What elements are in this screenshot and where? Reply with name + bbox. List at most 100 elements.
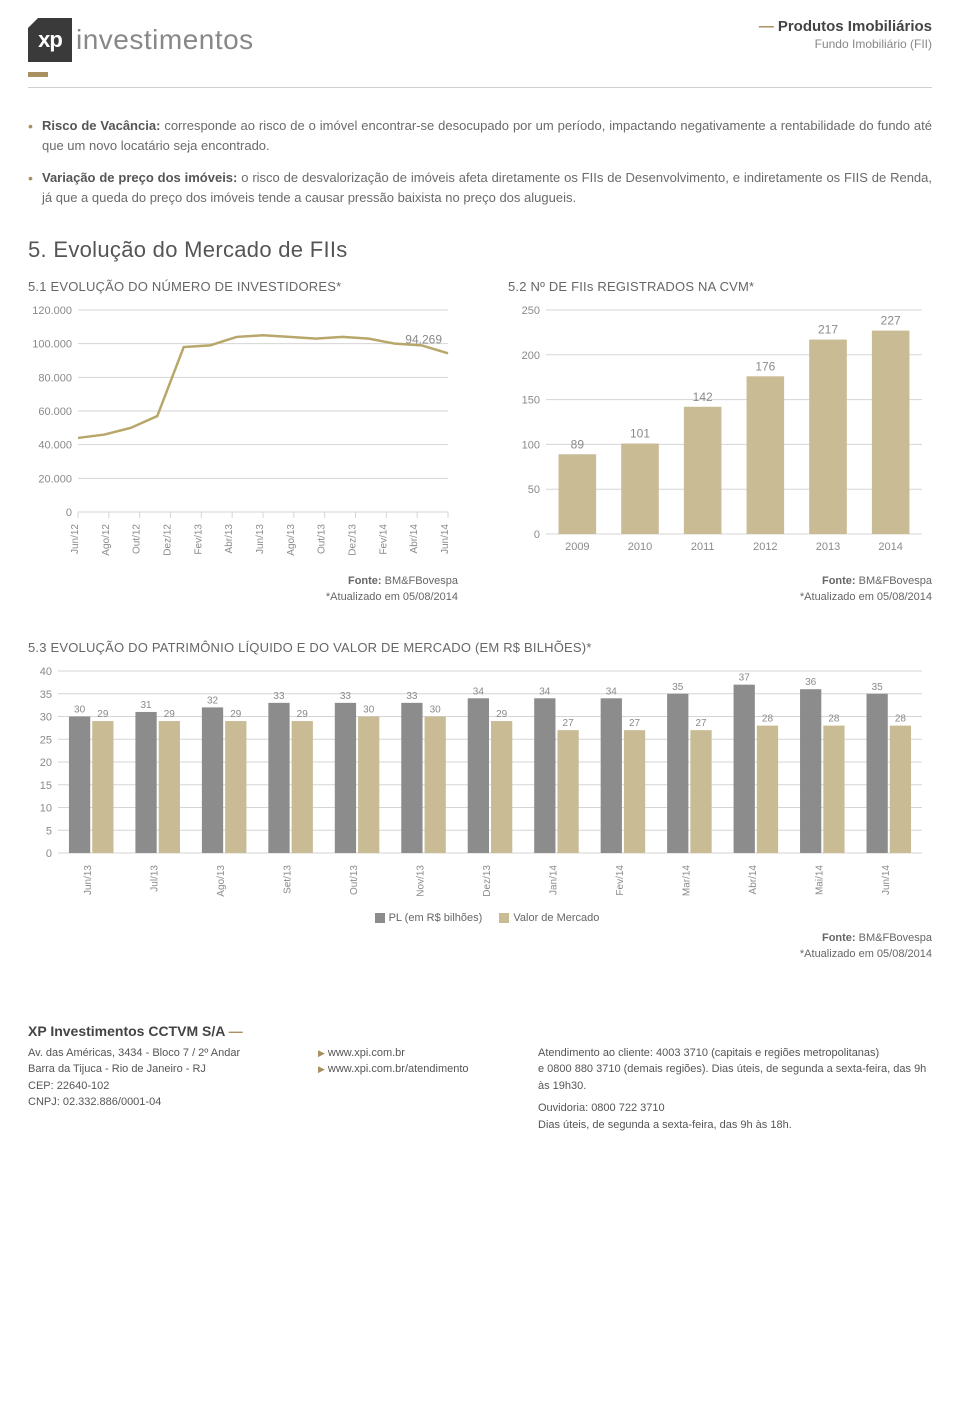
svg-text:Ago/13: Ago/13 [286,523,297,555]
svg-text:250: 250 [522,305,540,317]
logo-block: xp investimentos [28,18,254,77]
company-name: XP Investimentos CCTVM S/A — [28,1023,932,1039]
svg-text:Abr/14: Abr/14 [748,864,759,894]
svg-text:30: 30 [40,711,52,723]
bullet-item: Risco de Vacância: corresponde ao risco … [28,116,932,156]
svg-text:25: 25 [40,734,52,746]
svg-text:176: 176 [755,359,775,373]
svg-text:Fev/14: Fev/14 [378,523,389,554]
svg-text:29: 29 [297,709,309,720]
svg-text:40.000: 40.000 [38,439,72,451]
svg-text:Jun/14: Jun/14 [881,864,892,894]
svg-text:28: 28 [828,713,840,724]
svg-text:227: 227 [881,313,901,327]
legend-swatch-pl [375,913,385,923]
logo-xp: xp [38,27,62,53]
svg-text:Abr/14: Abr/14 [409,523,420,553]
svg-text:29: 29 [496,709,508,720]
chart2-source: Fonte: BM&FBovespa *Atualizado em 05/08/… [508,573,932,606]
footer: XP Investimentos CCTVM S/A — Av. das Amé… [28,1023,932,1134]
svg-text:100.000: 100.000 [32,338,72,350]
svg-text:Set/13: Set/13 [283,864,294,893]
page-header: xp investimentos —Produtos Imobiliários … [28,18,932,88]
svg-text:50: 50 [528,484,540,496]
svg-text:35: 35 [872,681,884,692]
svg-text:34: 34 [473,686,485,697]
svg-text:Ago/13: Ago/13 [216,864,227,896]
svg-text:2010: 2010 [628,541,652,553]
svg-text:Out/13: Out/13 [317,523,328,553]
svg-text:Out/12: Out/12 [132,523,143,553]
svg-text:Dez/12: Dez/12 [163,523,174,555]
bullet-list: Risco de Vacância: corresponde ao risco … [28,116,932,209]
svg-text:Jan/14: Jan/14 [548,864,559,894]
svg-text:5: 5 [46,825,52,837]
svg-text:20: 20 [40,757,52,769]
svg-text:35: 35 [40,688,52,700]
svg-text:Jun/14: Jun/14 [440,523,451,553]
accent-bar [28,72,48,77]
footer-links: ▶www.xpi.com.br ▶www.xpi.com.br/atendime… [318,1045,498,1134]
svg-text:37: 37 [739,672,751,683]
product-subtitle: Fundo Imobiliário (FII) [759,37,932,51]
svg-text:36: 36 [805,677,817,688]
svg-text:2009: 2009 [565,541,589,553]
bullet-item: Variação de preço dos imóveis: o risco d… [28,168,932,208]
svg-text:2012: 2012 [753,541,777,553]
svg-text:10: 10 [40,802,52,814]
grouped-bar-chart-patrimonio: 05101520253035403029Jun/133129Jul/133229… [28,663,928,903]
svg-text:33: 33 [273,690,285,701]
svg-text:Ago/12: Ago/12 [101,523,112,555]
svg-text:Jul/13: Jul/13 [150,864,161,891]
svg-text:100: 100 [522,439,540,451]
svg-text:28: 28 [762,713,774,724]
bar-chart-fii-count: 0501001502002508920091012010142201117620… [508,302,928,562]
line-chart-investors: 0 20.000 40.000 60.000 80.000 100.000 120.000 9… [28,302,458,562]
svg-text:40: 40 [40,666,52,678]
svg-text:35: 35 [672,681,684,692]
logo-icon: xp [28,18,72,62]
svg-text:0: 0 [46,848,52,860]
svg-text:33: 33 [406,690,418,701]
svg-text:200: 200 [522,349,540,361]
svg-text:2014: 2014 [878,541,902,553]
svg-text:30: 30 [430,704,442,715]
svg-text:20.000: 20.000 [38,473,72,485]
chart1-source: Fonte: BM&FBovespa *Atualizado em 05/08/… [28,573,458,606]
legend-swatch-vm [499,913,509,923]
chart3-source: Fonte: BM&FBovespa *Atualizado em 05/08/… [28,930,932,963]
svg-text:Out/13: Out/13 [349,864,360,894]
svg-text:34: 34 [539,686,551,697]
section-title: 5. Evolução do Mercado de FIIs [28,237,932,263]
svg-text:29: 29 [230,709,242,720]
chart2-title: 5.2 Nº DE FIIs REGISTRADOS NA CVM* [508,279,932,294]
svg-text:Dez/13: Dez/13 [482,864,493,896]
svg-text:Mar/14: Mar/14 [681,864,692,896]
svg-text:28: 28 [895,713,907,724]
svg-text:60.000: 60.000 [38,406,72,418]
svg-text:0: 0 [534,529,540,541]
svg-text:Nov/13: Nov/13 [416,864,427,896]
chart1-title: 5.1 EVOLUÇÃO DO NÚMERO DE INVESTIDORES* [28,279,458,294]
svg-text:27: 27 [563,718,575,729]
svg-text:101: 101 [630,426,650,440]
svg-text:89: 89 [571,437,585,451]
svg-text:94.269: 94.269 [405,332,442,346]
logo-text: investimentos [76,24,254,56]
chart3-legend: PL (em R$ bilhões) Valor de Mercado [28,912,932,924]
svg-text:33: 33 [340,690,352,701]
svg-text:217: 217 [818,322,838,336]
svg-text:30: 30 [74,704,86,715]
svg-text:120.000: 120.000 [32,305,72,317]
svg-text:31: 31 [140,700,152,711]
svg-text:27: 27 [695,718,707,729]
svg-text:15: 15 [40,779,52,791]
svg-text:142: 142 [693,389,713,403]
svg-text:Jun/13: Jun/13 [255,523,266,553]
svg-text:30: 30 [363,704,375,715]
svg-text:80.000: 80.000 [38,372,72,384]
svg-text:Dez/13: Dez/13 [348,523,359,555]
svg-text:27: 27 [629,718,641,729]
svg-text:0: 0 [66,507,72,519]
svg-text:Jun/13: Jun/13 [83,864,94,894]
